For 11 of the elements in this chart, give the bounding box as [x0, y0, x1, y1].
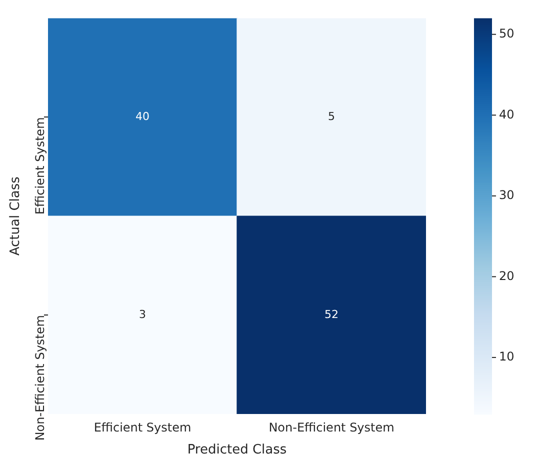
data-label: 52 [324, 308, 338, 321]
data-label: 5 [328, 110, 335, 124]
color-bar-label: 50 [499, 26, 514, 40]
color-bar-label: 30 [499, 188, 514, 202]
color-bar-label: 40 [499, 107, 514, 122]
data-label: 3 [139, 308, 146, 321]
color-bar-label: 10 [499, 350, 514, 364]
y-axis-title: Actual Class [8, 176, 24, 256]
data-label: 40 [136, 110, 150, 124]
color-bar-label: 20 [499, 268, 514, 283]
x-axis-title: Predicted Class [187, 442, 287, 458]
